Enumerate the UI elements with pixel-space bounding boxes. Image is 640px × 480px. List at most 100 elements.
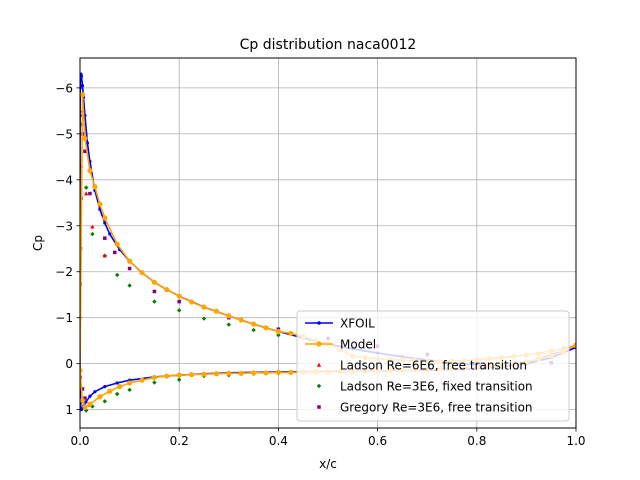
data-point-xfoil	[108, 232, 112, 236]
data-point-model	[87, 401, 93, 407]
y-tick-label: 0	[65, 357, 73, 371]
data-point-model	[251, 370, 257, 376]
data-point-gregory-re-3e6-free-transition	[177, 299, 181, 304]
data-point-model	[80, 397, 86, 404]
data-point-model	[80, 367, 83, 374]
data-point-xfoil	[103, 221, 107, 225]
data-point-model	[127, 258, 133, 264]
data-point-ladson-re-3e6-fixed-transition	[276, 332, 281, 338]
data-point-ladson-re-3e6-fixed-transition	[84, 185, 89, 190]
data-point-ladson-re-3e6-fixed-transition	[115, 272, 120, 278]
y-tick-label: −3	[55, 219, 73, 233]
data-point-model	[189, 299, 195, 305]
legend-entry-gregory-re-3e6-free-transition: Gregory Re=3E6, free transition	[317, 401, 533, 415]
data-point-model	[80, 92, 86, 98]
data-point-xfoil	[80, 83, 85, 88]
data-point-model	[82, 404, 88, 410]
legend-swatch-marker	[317, 405, 321, 409]
data-point-model	[82, 135, 88, 142]
data-point-ladson-re-3e6-fixed-transition	[177, 377, 182, 382]
data-point-model	[263, 370, 269, 376]
data-point-model	[164, 287, 170, 293]
data-point-model	[139, 270, 145, 276]
data-point-model	[107, 388, 113, 394]
y-tick-label: −4	[55, 173, 73, 187]
data-point-ladson-re-6e6-free-transition	[102, 253, 107, 258]
data-point-model	[176, 372, 182, 378]
data-point-xfoil	[88, 394, 92, 398]
data-point-ladson-re-3e6-fixed-transition	[226, 322, 231, 327]
y-axis-label: Cp	[31, 235, 45, 251]
legend-swatch-marker	[317, 321, 321, 325]
data-point-model	[117, 384, 123, 390]
data-point-model	[573, 342, 576, 348]
data-point-model	[201, 304, 207, 310]
x-tick-label: 0.4	[269, 434, 288, 448]
y-tick-label: −2	[55, 265, 73, 279]
data-point-model	[263, 325, 269, 331]
data-point-gregory-re-3e6-free-transition	[83, 149, 87, 154]
legend-swatch-marker	[316, 383, 322, 389]
data-point-gregory-re-3e6-free-transition	[103, 236, 107, 240]
data-point-model	[97, 201, 103, 207]
data-point-model	[87, 168, 93, 174]
legend: XFOIL Model Ladson Re=6E6, free transition…	[296, 310, 570, 422]
data-point-ladson-re-3e6-fixed-transition	[201, 316, 207, 321]
legend-label: Ladson Re=3E6, fixed transition	[340, 380, 533, 394]
data-point-ladson-re-3e6-fixed-transition	[90, 231, 95, 237]
data-point-model	[288, 369, 294, 375]
data-point-model	[127, 380, 133, 386]
data-point-ladson-re-3e6-fixed-transition	[127, 283, 132, 288]
data-point-model	[102, 215, 108, 221]
data-point-model	[275, 369, 281, 375]
data-point-model	[114, 241, 120, 247]
data-point-model	[213, 308, 219, 314]
data-point-xfoil	[93, 390, 97, 394]
data-point-model	[92, 184, 98, 190]
x-tick-label: 0.6	[368, 434, 387, 448]
data-point-xfoil	[84, 400, 88, 404]
data-point-ladson-re-6e6-free-transition	[90, 224, 95, 229]
data-point-model	[226, 313, 232, 319]
data-point-xfoil	[80, 74, 83, 78]
data-point-gregory-re-3e6-free-transition	[112, 250, 117, 255]
data-point-model	[275, 328, 281, 335]
data-point-gregory-re-3e6-free-transition	[152, 289, 157, 294]
y-tick-label: −6	[55, 81, 73, 95]
data-point-xfoil	[103, 385, 107, 389]
y-tick-label: −1	[55, 311, 73, 325]
plot-frame	[79, 57, 577, 429]
data-point-ladson-re-3e6-fixed-transition	[152, 299, 157, 304]
x-axis-label: x/c	[319, 457, 337, 471]
data-point-model	[226, 370, 232, 376]
legend-box	[296, 310, 570, 422]
legend-entry-ladson-re-3e6-fixed-transition: Ladson Re=3E6, fixed transition	[316, 380, 533, 394]
data-point-model	[213, 371, 219, 377]
x-tick-label: 0.8	[467, 434, 486, 448]
data-point-model	[288, 330, 294, 336]
data-point-gregory-re-3e6-free-transition	[88, 191, 92, 196]
legend-label: Model	[340, 338, 376, 352]
data-point-gregory-re-3e6-free-transition	[83, 396, 87, 400]
y-tick-label: 1	[65, 403, 73, 417]
data-point-ladson-re-3e6-fixed-transition	[177, 308, 182, 313]
data-point-ladson-re-3e6-fixed-transition	[102, 399, 107, 404]
legend-swatch-marker	[316, 341, 322, 347]
data-point-model	[251, 321, 257, 327]
data-point-model	[238, 370, 244, 376]
data-point-ladson-re-3e6-fixed-transition	[251, 327, 256, 333]
y-tick-label: −5	[55, 127, 73, 141]
data-point-ladson-re-3e6-fixed-transition	[115, 391, 120, 397]
legend-entry-model: Model	[305, 338, 376, 352]
data-point-ladson-re-3e6-fixed-transition	[127, 387, 132, 393]
data-point-model	[139, 377, 145, 383]
data-point-model	[189, 372, 195, 378]
data-point-xfoil	[85, 141, 90, 145]
data-point-model	[238, 317, 244, 323]
x-tick-label: 0.2	[170, 434, 189, 448]
data-point-ladson-re-6e6-free-transition	[84, 191, 89, 196]
data-point-ladson-re-3e6-fixed-transition	[152, 380, 157, 385]
data-point-model	[164, 373, 170, 379]
x-tick-label: 0.0	[70, 434, 89, 448]
